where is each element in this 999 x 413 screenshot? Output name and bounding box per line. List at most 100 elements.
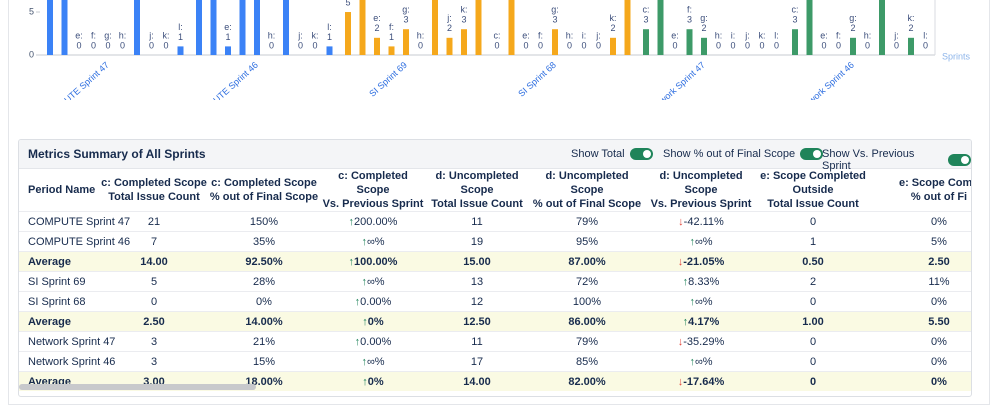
toggle[interactable]: Show Vs. Previous Sprint xyxy=(822,148,971,172)
table-cell: ↓-21.05% xyxy=(645,251,757,272)
column-header: d: Uncompleted Scope Total Issue Count xyxy=(425,169,529,212)
table-cell: SI Sprint 68 xyxy=(19,291,101,312)
bar-label-value: 3 xyxy=(403,15,408,25)
toggle-label: Show Total xyxy=(571,148,625,160)
table-cell: 21 xyxy=(101,211,207,232)
table-cell: 11% xyxy=(869,271,971,292)
table-cell: 15% xyxy=(207,351,321,372)
bar-label-value: 0 xyxy=(269,40,274,50)
table-cell: 2.50 xyxy=(869,251,971,272)
bar-label-value: 2 xyxy=(610,23,615,33)
table-cell: 0% xyxy=(869,371,971,391)
summary-card: Metrics Summary of All Sprints Show Tota… xyxy=(18,139,972,397)
bar-label-value: 0 xyxy=(923,40,928,50)
bar-label-value: 0 xyxy=(76,40,81,50)
bar-label-key: l: xyxy=(923,30,928,40)
bar-label-key: e: xyxy=(820,30,828,40)
bar-label-key: g: xyxy=(551,5,559,15)
switch[interactable] xyxy=(800,148,824,160)
table-cell: 28% xyxy=(207,271,321,292)
table-cell: 72% xyxy=(529,271,645,292)
table-row: Average 2.50 14.00% ↑0% 12.50 86.00% ↑4.17% 1.0… xyxy=(19,311,971,332)
bar xyxy=(254,0,260,55)
table-cell: Average xyxy=(19,311,101,332)
cell-text: ∞% xyxy=(694,295,713,308)
trend-arrow: ↑ xyxy=(689,355,695,368)
bar xyxy=(879,0,885,55)
bar-label-value: 0 xyxy=(716,40,721,50)
table-cell: 14.00 xyxy=(101,251,207,272)
table-cell: 82.00% xyxy=(529,371,645,391)
toggle[interactable]: Show Total xyxy=(571,148,653,160)
bar-label-key: k: xyxy=(609,13,616,23)
trend-arrow: ↓ xyxy=(677,335,684,348)
bar-label-key: k: xyxy=(162,30,169,40)
bar-label-value: 3 xyxy=(792,15,797,25)
bar-label-key: h: xyxy=(119,30,127,40)
table-cell: ↓-17.64% xyxy=(645,371,757,391)
x-tick-label: Network Sprint 47 xyxy=(647,60,707,100)
bar-label-key: e: xyxy=(522,30,530,40)
bar xyxy=(908,37,914,55)
table-cell: 79% xyxy=(529,211,645,232)
bar-label-key: l: xyxy=(774,30,779,40)
cell-text: 0.00% xyxy=(360,295,392,308)
bar-label-value: 0 xyxy=(894,40,899,50)
table-cell: 0% xyxy=(869,291,971,312)
table-cell: COMPUTE Sprint 46 xyxy=(19,231,130,252)
bar-label-value: 0 xyxy=(730,40,735,50)
bar xyxy=(61,0,68,55)
table-cell: 86.00% xyxy=(529,311,645,332)
bar-label-key: g: xyxy=(104,30,112,40)
table-cell: 35% xyxy=(207,231,321,252)
y-tick-label: 0 xyxy=(29,49,34,59)
bar-label-value: 0 xyxy=(538,40,543,50)
header-text: c: Completed Scope xyxy=(211,177,317,189)
table-cell: 0.50 xyxy=(757,251,869,272)
bar xyxy=(403,29,409,55)
bar xyxy=(225,46,231,55)
trend-arrow: ↑ xyxy=(348,215,355,228)
bar xyxy=(239,0,246,55)
bar xyxy=(552,29,558,55)
bar-label-value: 0 xyxy=(312,40,317,50)
table-cell: 11 xyxy=(425,211,529,232)
header-text: d: Uncompleted Scope xyxy=(659,170,743,196)
table-cell: 85% xyxy=(529,351,645,372)
table-cell: ↓-42.11% xyxy=(645,211,757,232)
table-cell: 5.50 xyxy=(869,311,971,332)
table-cell: ↑0.00% xyxy=(321,331,425,352)
toggle[interactable]: Show % out of Final Scope xyxy=(663,148,824,160)
header-text: Total Issue Count xyxy=(431,198,523,210)
bar xyxy=(508,0,515,55)
bar-label-value: 0 xyxy=(596,40,601,50)
table-cell: 0 xyxy=(757,371,869,391)
scrollbar[interactable] xyxy=(19,384,256,390)
bar-label-key: j: xyxy=(893,30,899,40)
table-cell: 0 xyxy=(757,291,869,312)
switch[interactable] xyxy=(948,154,971,166)
trend-arrow: ↓ xyxy=(677,255,684,268)
bar xyxy=(643,29,649,55)
bar-label-value: 0 xyxy=(298,40,303,50)
bar-label-value: 0 xyxy=(163,40,168,50)
header-text: Vs. Previous Sprint xyxy=(650,198,752,210)
cell-text: ∞% xyxy=(694,355,713,368)
bar xyxy=(806,0,813,55)
table-cell: 15.00 xyxy=(425,251,529,272)
table-cell: 95% xyxy=(529,231,645,252)
table-cell: 79% xyxy=(529,331,645,352)
switch[interactable] xyxy=(629,148,653,160)
bar-label-value: 0 xyxy=(523,40,528,50)
bar xyxy=(326,46,333,55)
bar-label-key: e: xyxy=(75,30,83,40)
bar-label-key: j: xyxy=(446,13,452,23)
table-cell: ↑0.00% xyxy=(321,291,425,312)
table-cell: 0 xyxy=(757,331,869,352)
table-cell: 2 xyxy=(757,271,869,292)
bar-label-key: h: xyxy=(268,30,276,40)
table-cell: ↑0% xyxy=(321,311,425,332)
header-text: c: Completed Scope xyxy=(101,177,207,189)
trend-arrow: ↓ xyxy=(678,215,684,228)
table-cell: 12.50 xyxy=(425,311,529,332)
